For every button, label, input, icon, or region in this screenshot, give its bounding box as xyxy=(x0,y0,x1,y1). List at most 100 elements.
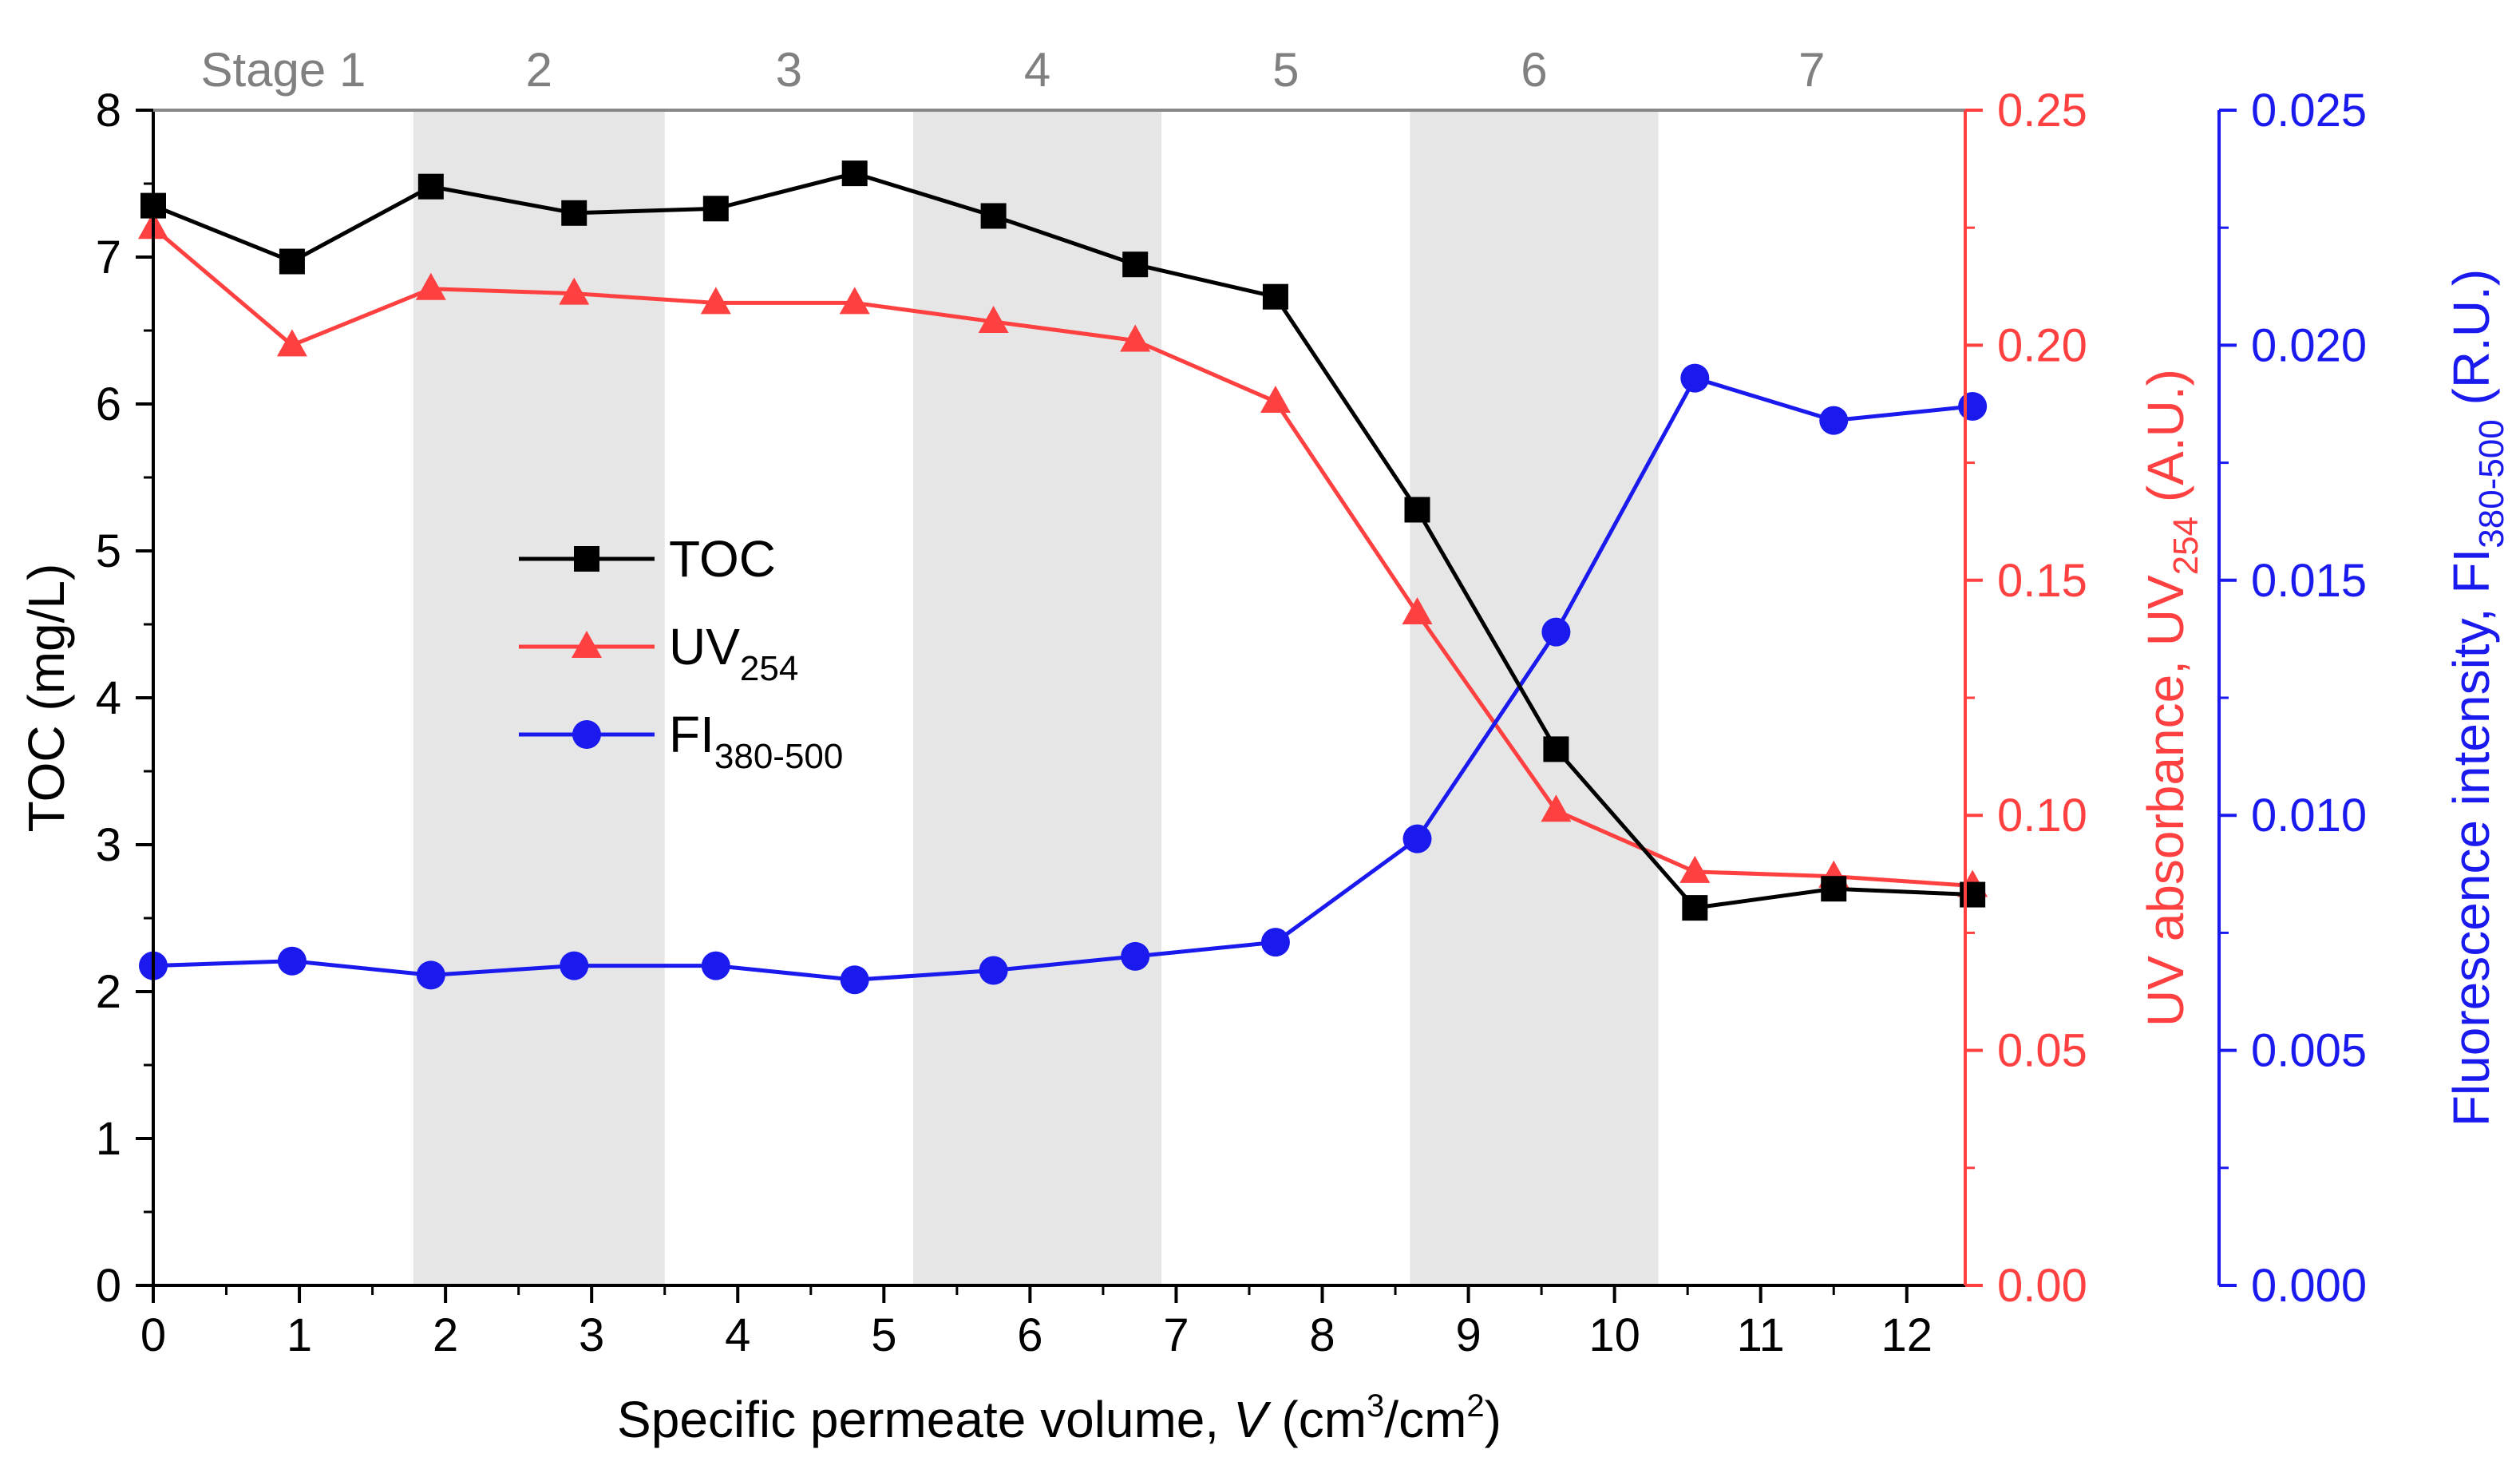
x-tick-label: 12 xyxy=(1881,1309,1933,1361)
x-tick-label: 4 xyxy=(725,1309,750,1361)
x-tick-label: 2 xyxy=(433,1309,458,1361)
fi-axis: 0.000 0.005 0.010 0.015 0.020 0.025 Fluorescen… xyxy=(2217,85,2511,1312)
left-axis: 0 1 2 3 4 5 6 7 8 TOC (mg/L) xyxy=(18,85,153,1312)
series-toc-point xyxy=(1682,895,1708,921)
stage-band-6 xyxy=(1410,110,1659,1285)
x-tick-label: 0 xyxy=(140,1309,166,1361)
x-axis-title: Specific permeate volume, V (cm3/cm2) xyxy=(617,1388,1501,1448)
x-tick-label: 6 xyxy=(1017,1309,1042,1361)
series-toc-point xyxy=(980,203,1007,229)
stage-band-2 xyxy=(413,110,665,1285)
legend-item-toc: TOC xyxy=(519,530,776,588)
legend: TOC UV254 FI380-500 xyxy=(519,530,843,776)
legend-fi-label: FI380-500 xyxy=(669,706,843,776)
fi-tick-label: 0.025 xyxy=(2251,85,2367,137)
stage-bands xyxy=(413,110,1659,1285)
x-tick-label: 8 xyxy=(1309,1309,1335,1361)
series-toc-point xyxy=(1960,881,1986,908)
left-tick-label: 3 xyxy=(96,819,121,871)
stage-label-1: Stage 1 xyxy=(201,43,366,97)
x-tick-label: 1 xyxy=(287,1309,312,1361)
left-axis-title: TOC (mg/L) xyxy=(18,564,75,833)
x-tick-label: 5 xyxy=(871,1309,896,1361)
stage-label-2: 2 xyxy=(526,43,552,97)
series-fi-point xyxy=(1680,363,1710,393)
series-fi-point xyxy=(1819,406,1849,435)
stage-label-4: 4 xyxy=(1024,43,1050,97)
fi-tick-label: 0.020 xyxy=(2251,319,2367,371)
series-uv-point xyxy=(1541,794,1572,822)
series-toc-point xyxy=(841,160,868,187)
series-uv-point xyxy=(1402,597,1433,625)
uv-tick-label: 0.05 xyxy=(1997,1025,2087,1077)
series-fi-point xyxy=(1402,824,1432,853)
fi-tick-label: 0.010 xyxy=(2251,790,2367,841)
stage-label-3: 3 xyxy=(776,43,802,97)
series-uv-point xyxy=(839,287,870,315)
fi-tick-label: 0.000 xyxy=(2251,1260,2367,1312)
legend-toc-label: TOC xyxy=(669,530,776,588)
series-uv-point xyxy=(1120,324,1151,352)
series-fi-point xyxy=(560,951,589,980)
x-tick-label: 10 xyxy=(1588,1309,1640,1361)
series-uv-point xyxy=(1260,386,1291,414)
legend-item-fi: FI380-500 xyxy=(519,706,843,776)
left-tick-label: 1 xyxy=(96,1113,121,1165)
series-uv-point xyxy=(978,305,1009,333)
fi-tick-label: 0.015 xyxy=(2251,555,2367,607)
series-fi-point xyxy=(840,965,869,995)
stage-label-5: 5 xyxy=(1272,43,1299,97)
series-toc-point xyxy=(1543,736,1569,762)
legend-fi-marker xyxy=(572,720,601,749)
x-tick-label: 7 xyxy=(1163,1309,1189,1361)
series-fi-point xyxy=(416,960,445,990)
x-tick-label: 9 xyxy=(1455,1309,1481,1361)
series-fi-point xyxy=(1541,617,1571,647)
legend-item-uv: UV254 xyxy=(519,618,798,688)
series-toc xyxy=(140,160,1986,921)
left-tick-label: 4 xyxy=(96,672,121,724)
left-tick-label: 0 xyxy=(96,1260,121,1312)
stage-label-7: 7 xyxy=(1798,43,1825,97)
legend-uv-label: UV254 xyxy=(669,618,798,688)
left-tick-label: 7 xyxy=(96,232,121,283)
fi-tick-label: 0.005 xyxy=(2251,1025,2367,1077)
series-fi-point xyxy=(701,951,730,980)
series-toc-point xyxy=(279,248,305,275)
stage-labels: Stage 1 2 3 4 5 6 7 xyxy=(201,43,1826,97)
uv-tick-label: 0.15 xyxy=(1997,555,2087,607)
series-toc-point xyxy=(1821,876,1847,902)
series-toc-point xyxy=(1404,497,1430,523)
series-fi-point xyxy=(1260,928,1290,957)
uv-tick-label: 0.00 xyxy=(1997,1260,2087,1312)
series-toc-line xyxy=(152,171,1973,910)
uv-axis-title: UV absorbance, UV254 (A.U.) xyxy=(2137,369,2205,1027)
series-uv-line xyxy=(152,226,1973,889)
stage-label-6: 6 xyxy=(1521,43,1547,97)
left-tick-label: 2 xyxy=(96,966,121,1018)
series-fi-point xyxy=(277,946,307,976)
series-fi-line xyxy=(152,375,1973,982)
stage-band-4 xyxy=(912,110,1162,1285)
series-uv-point xyxy=(700,287,731,315)
x-tick-label: 3 xyxy=(579,1309,604,1361)
x-tick-label: 11 xyxy=(1737,1309,1785,1361)
uv-tick-label: 0.25 xyxy=(1997,85,2087,137)
uv-axis: 0.00 0.05 0.10 0.15 0.20 0.25 UV absorbance, U… xyxy=(1964,85,2205,1312)
uv-tick-label: 0.10 xyxy=(1997,790,2087,841)
series-uv-point xyxy=(415,272,446,300)
legend-toc-marker xyxy=(574,546,599,572)
series-fi-point xyxy=(1958,391,1988,421)
series-toc-point xyxy=(561,200,587,226)
left-tick-label: 6 xyxy=(96,378,121,430)
series-fi-point xyxy=(979,956,1008,985)
series-toc-point xyxy=(702,196,729,222)
left-tick-label: 5 xyxy=(96,525,121,577)
series-toc-point xyxy=(417,173,444,200)
uv-tick-label: 0.20 xyxy=(1997,319,2087,371)
series-uv-point xyxy=(1679,855,1711,883)
series-uv-point xyxy=(559,277,590,305)
